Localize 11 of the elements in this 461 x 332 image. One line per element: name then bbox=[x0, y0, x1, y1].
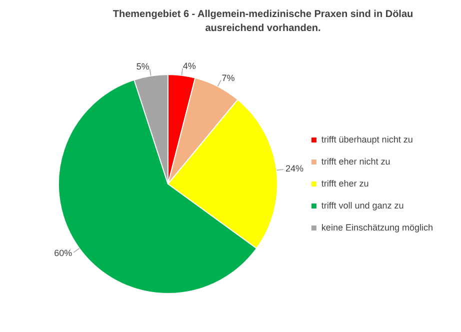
data-label: 24% bbox=[286, 164, 304, 174]
legend-label: trifft überhaupt nicht zu bbox=[321, 134, 413, 144]
legend-label: keine Einschätzung möglich bbox=[321, 222, 434, 232]
data-label: 60% bbox=[54, 248, 72, 258]
legend-label: trifft eher zu bbox=[321, 178, 369, 188]
legend-label: trifft eher nicht zu bbox=[321, 156, 390, 166]
data-label: 7% bbox=[222, 72, 235, 83]
data-label: 5% bbox=[136, 61, 150, 72]
legend-label: trifft voll und ganz zu bbox=[321, 200, 404, 210]
data-label: 4% bbox=[182, 60, 196, 71]
chart-title: Themengebiet 6 - Allgemein-medizinische Praxen sind in Dölau ausreichend vorhanden. bbox=[112, 8, 414, 36]
